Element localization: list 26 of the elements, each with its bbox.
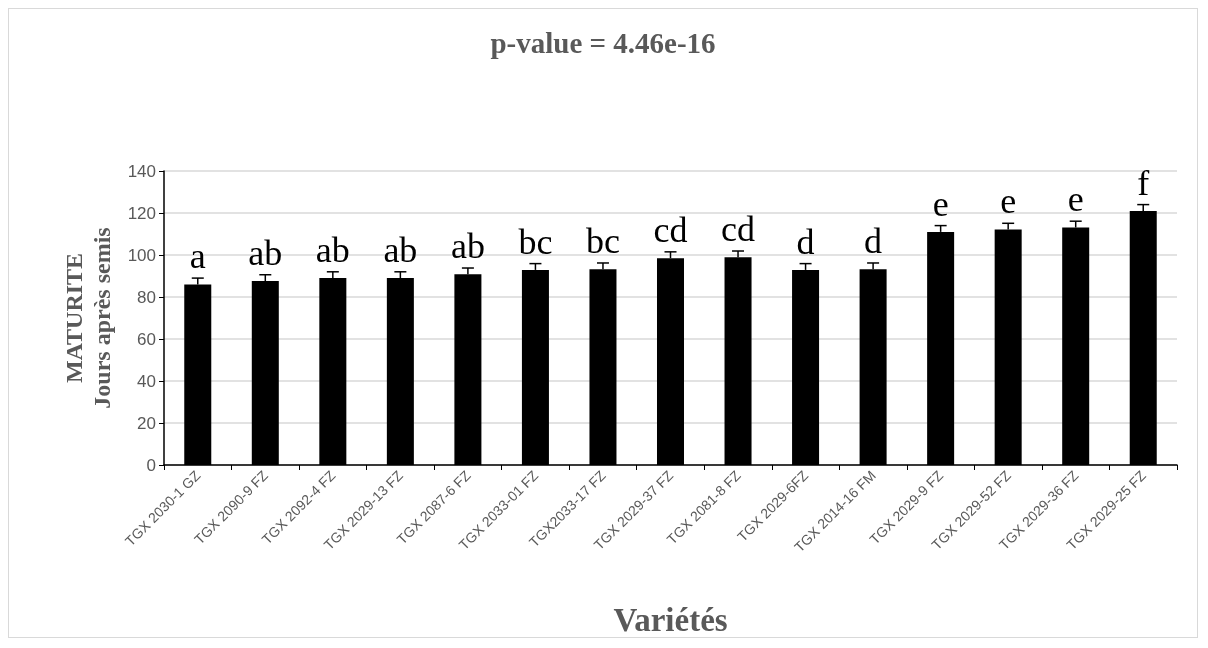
y-tick-label: 100 (127, 245, 156, 265)
annotation: d (864, 220, 883, 261)
annotation: bc (585, 220, 620, 261)
annotation: cd (653, 209, 688, 250)
y-tick-label: 80 (137, 287, 156, 307)
annotation: f (1137, 162, 1150, 203)
y-tick-label: 40 (137, 371, 156, 391)
annotation: e (1067, 179, 1084, 220)
y-tick-label: 20 (137, 413, 156, 433)
annotation: ab (248, 232, 283, 273)
annotation: ab (315, 229, 350, 270)
annotation: d (796, 221, 815, 262)
chart-title: p-value = 4.46e-16 (490, 26, 716, 59)
y-tick-label: 60 (137, 329, 156, 349)
annotation: bc (518, 221, 553, 262)
annotation: cd (721, 209, 756, 250)
x-axis-title: Variétés (613, 601, 728, 638)
y-tick-label: 140 (127, 161, 156, 181)
y-tick-label: 120 (127, 203, 156, 223)
y-tick-label: 0 (146, 455, 156, 475)
annotation: e (932, 183, 949, 224)
annotation: a (189, 236, 206, 277)
annotation: ab (383, 229, 418, 270)
annotation: ab (450, 226, 485, 267)
annotation: e (1000, 181, 1017, 222)
y-axis-title: MATURITE Jours après semis (61, 227, 115, 409)
